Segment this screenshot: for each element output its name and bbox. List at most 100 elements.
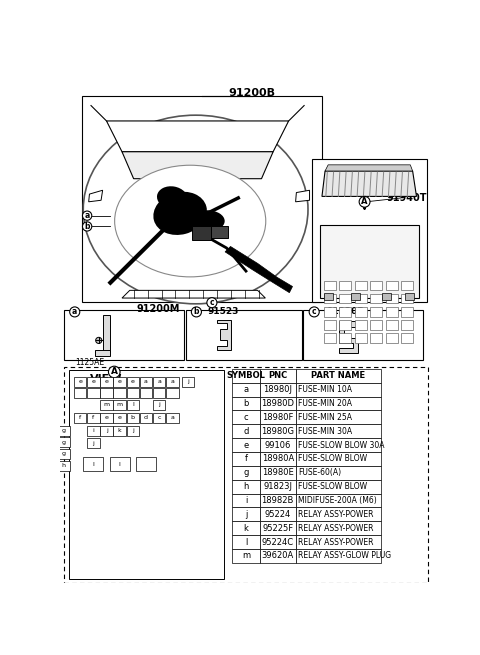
Bar [113,413,126,422]
Bar [87,377,99,386]
Text: PART NAME: PART NAME [311,371,365,381]
Bar [260,424,296,438]
Text: e: e [105,415,108,421]
Bar [401,294,413,303]
Bar [260,494,296,508]
Text: g: g [243,468,249,477]
Text: a: a [157,379,161,384]
Text: FUSE-60(A): FUSE-60(A) [298,468,341,477]
Polygon shape [107,121,288,152]
Bar [100,426,113,436]
Bar [339,281,351,290]
Bar [385,281,398,290]
Circle shape [70,307,80,317]
Text: f: f [92,415,95,421]
Bar [153,400,166,409]
Text: 18980A: 18980A [262,455,294,464]
Text: a: a [144,379,148,384]
Bar [232,438,260,452]
Bar [140,377,152,386]
Text: h: h [243,482,249,491]
Text: b: b [193,307,199,316]
Bar [324,281,336,290]
Text: RELAY ASSY-POWER: RELAY ASSY-POWER [298,510,373,519]
Bar [401,333,413,343]
Text: l: l [93,462,94,467]
Bar [58,438,70,447]
Bar [355,281,367,290]
Bar [100,413,113,422]
Bar [350,293,360,299]
Text: 91523: 91523 [207,307,239,316]
Bar [260,397,296,411]
Text: k: k [118,428,121,434]
Bar [232,521,260,535]
Bar [260,535,296,549]
Text: SYMBOL: SYMBOL [227,371,265,381]
Ellipse shape [115,165,266,277]
Text: a: a [170,415,174,421]
Text: 91200M: 91200M [137,304,180,314]
Ellipse shape [83,115,308,304]
Bar [140,388,152,398]
Bar [405,293,414,299]
Bar [153,388,166,398]
Text: 39620A: 39620A [262,552,294,561]
Bar [296,479,381,494]
Text: l: l [119,462,120,467]
Bar [192,227,211,240]
Bar [74,413,86,422]
Text: h: h [62,463,66,468]
Bar [296,535,381,549]
Circle shape [309,307,319,317]
Polygon shape [339,321,359,354]
Text: c: c [210,298,214,307]
Bar [296,438,381,452]
Text: 91940T: 91940T [386,193,427,203]
Text: m: m [117,402,123,407]
Bar [87,388,99,398]
Bar [113,388,126,398]
Text: g: g [62,440,66,445]
Bar [181,377,194,386]
Text: d: d [243,427,249,436]
Bar [385,294,398,303]
Text: FUSE-MIN 20A: FUSE-MIN 20A [298,399,352,408]
Bar [260,438,296,452]
Text: a: a [170,379,174,384]
Bar [74,388,86,398]
Bar [401,307,413,316]
Bar [136,457,156,472]
Bar [232,369,260,383]
Text: j: j [187,379,189,384]
Bar [58,460,70,470]
Bar [166,377,179,386]
Bar [166,413,179,422]
Text: 95224: 95224 [264,510,291,519]
Bar [58,449,70,459]
Bar [232,452,260,466]
Bar [339,307,351,316]
Text: b: b [84,222,90,231]
Text: c: c [244,413,248,422]
Bar [339,333,351,343]
Polygon shape [89,190,103,202]
Text: l: l [132,402,134,407]
Bar [58,426,70,436]
Circle shape [192,307,202,317]
Circle shape [83,211,92,220]
Bar [232,479,260,494]
Text: j: j [93,441,94,445]
Bar [324,333,336,343]
Bar [87,438,99,448]
Bar [355,320,367,329]
Bar [296,494,381,508]
Polygon shape [122,152,273,179]
Bar [232,508,260,521]
Text: 18980D: 18980D [261,399,294,408]
Text: FUSE-SLOW BLOW: FUSE-SLOW BLOW [298,482,367,491]
Text: 91200B: 91200B [228,88,276,98]
Bar [260,508,296,521]
Bar [296,508,381,521]
Text: FUSE-MIN 25A: FUSE-MIN 25A [298,413,352,422]
